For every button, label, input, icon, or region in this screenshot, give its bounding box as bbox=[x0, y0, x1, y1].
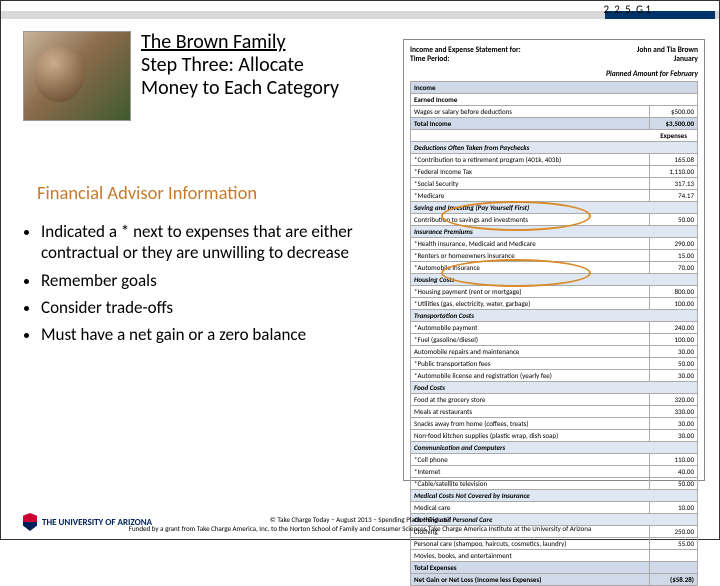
tot-inc-lbl: Total Income bbox=[411, 118, 650, 130]
row-label: *Automobile license and registration (ye… bbox=[411, 370, 650, 382]
row-amount: 10.00 bbox=[650, 502, 698, 514]
bullet-item: Must have a net gain or a zero balance bbox=[41, 324, 353, 345]
row-label: *Utilities (gas, electricity, water, gar… bbox=[411, 298, 650, 310]
row-label: *Social Security bbox=[411, 178, 650, 190]
title-line1: The Brown Family bbox=[141, 30, 286, 54]
row-amount: 50.00 bbox=[650, 214, 698, 226]
row-label: Contribution to savings and investments bbox=[411, 214, 650, 226]
row-label: Medical care bbox=[411, 502, 650, 514]
family-photo bbox=[23, 31, 131, 121]
statement-table: Income Earned Income Wages or salary bef… bbox=[410, 81, 698, 586]
row-amount: 330.00 bbox=[650, 406, 698, 418]
row-amount: 50.00 bbox=[650, 478, 698, 490]
row-amount: 70.00 bbox=[650, 262, 698, 274]
tot-exp-amt bbox=[650, 562, 698, 574]
hdr-right2: January bbox=[637, 55, 698, 64]
income-hdr: Income bbox=[411, 82, 698, 94]
hdr-left1: Income and Expense Statement for: bbox=[410, 46, 521, 55]
row-label: Food at the grocery store bbox=[411, 394, 650, 406]
row-amount: 320.00 bbox=[650, 394, 698, 406]
row-amount: 110.00 bbox=[650, 454, 698, 466]
section-header: Deductions Often Taken from Paychecks bbox=[411, 142, 698, 154]
row-amount: 800.00 bbox=[650, 286, 698, 298]
row-amount: 40.00 bbox=[650, 466, 698, 478]
row-amount: 100.00 bbox=[650, 298, 698, 310]
net-amt: ($58.28) bbox=[650, 574, 698, 586]
row-amount bbox=[650, 550, 698, 562]
row-label: Personal care (shampoo, haircuts, cosmet… bbox=[411, 538, 650, 550]
slide-title: The Brown Family Step Three: Allocate Mo… bbox=[141, 31, 361, 100]
tot-exp-lbl: Total Expenses bbox=[411, 562, 650, 574]
row-amount: 30.00 bbox=[650, 418, 698, 430]
row-amount: 30.00 bbox=[650, 370, 698, 382]
row-label: *Housing payment (rent or mortgage) bbox=[411, 286, 650, 298]
bullet-item: Consider trade-offs bbox=[41, 297, 353, 318]
bullet-list: Indicated a * next to expenses that are … bbox=[23, 221, 353, 351]
row-amount: 240.00 bbox=[650, 322, 698, 334]
row-amount: 30.00 bbox=[650, 346, 698, 358]
hdr-right1: John and Tia Brown bbox=[637, 46, 698, 55]
row-amount: 50.00 bbox=[650, 358, 698, 370]
row-label: *Internet bbox=[411, 466, 650, 478]
row-label: Automobile repairs and maintenance bbox=[411, 346, 650, 358]
tot-inc-amt: $3,500.00 bbox=[650, 118, 698, 130]
bullet-item: Indicated a * next to expenses that are … bbox=[41, 221, 353, 264]
section-header: Insurance Premiums bbox=[411, 226, 698, 238]
row-label: *Automobile payment bbox=[411, 322, 650, 334]
row-amount: 30.00 bbox=[650, 430, 698, 442]
wages-lbl: Wages or salary before deductions bbox=[411, 106, 650, 118]
row-label: *Contribution to a retirement program (4… bbox=[411, 154, 650, 166]
row-label: *Cable/satellite television bbox=[411, 478, 650, 490]
spreadsheet: Income and Expense Statement for: Time P… bbox=[403, 39, 705, 481]
section-header: Medical Costs Not Covered by Insurance bbox=[411, 490, 698, 502]
row-amount: 317.13 bbox=[650, 178, 698, 190]
bullet-item: Remember goals bbox=[41, 270, 353, 291]
planned-label: Planned Amount for February bbox=[410, 70, 698, 79]
row-amount: 1,110.00 bbox=[650, 166, 698, 178]
row-label: *Automobile insurance bbox=[411, 262, 650, 274]
slide-code: 2. 2. 5. G 1 bbox=[603, 3, 651, 16]
row-label: Snacks away from home (coffees, treats) bbox=[411, 418, 650, 430]
title-rest: Step Three: Allocate Money to Each Categ… bbox=[141, 53, 339, 100]
row-label: Non-food kitchen supplies (plastic wrap,… bbox=[411, 430, 650, 442]
wages-amt: $500.00 bbox=[650, 106, 698, 118]
section-header: Housing Costs bbox=[411, 274, 698, 286]
row-label: *Federal Income Tax bbox=[411, 166, 650, 178]
footer-line2: Funded by a grant from Take Charge Ameri… bbox=[1, 525, 719, 533]
hdr-left2: Time Period: bbox=[410, 55, 521, 64]
exp-lbl: Expenses bbox=[411, 130, 698, 142]
section-header: Communication and Computers bbox=[411, 442, 698, 454]
subheading: Financial Advisor Information bbox=[37, 181, 337, 204]
row-label: *Fuel (gasoline/diesel) bbox=[411, 334, 650, 346]
row-label: Movies, books, and entertainment bbox=[411, 550, 650, 562]
row-label: *Cell phone bbox=[411, 454, 650, 466]
row-amount: 55.00 bbox=[650, 538, 698, 550]
row-amount: 165.08 bbox=[650, 154, 698, 166]
earned-hdr: Earned Income bbox=[411, 94, 698, 106]
row-amount: 74.17 bbox=[650, 190, 698, 202]
section-header: Food Costs bbox=[411, 382, 698, 394]
row-amount: 290.00 bbox=[650, 238, 698, 250]
net-lbl: Net Gain or Net Loss (Income less Expens… bbox=[411, 574, 650, 586]
row-label: *Renters or homeowners insurance bbox=[411, 250, 650, 262]
row-label: Meals at restaurants bbox=[411, 406, 650, 418]
row-amount: 100.00 bbox=[650, 334, 698, 346]
row-amount: 15.00 bbox=[650, 250, 698, 262]
footer: © Take Charge Today – August 2013 – Spen… bbox=[1, 516, 719, 533]
section-header: Saving and Investing (Pay Yourself First… bbox=[411, 202, 698, 214]
row-label: *Health insurance, Medicaid and Medicare bbox=[411, 238, 650, 250]
section-header: Transportation Costs bbox=[411, 310, 698, 322]
row-label: *Medicare bbox=[411, 190, 650, 202]
row-label: *Public transportation fees bbox=[411, 358, 650, 370]
